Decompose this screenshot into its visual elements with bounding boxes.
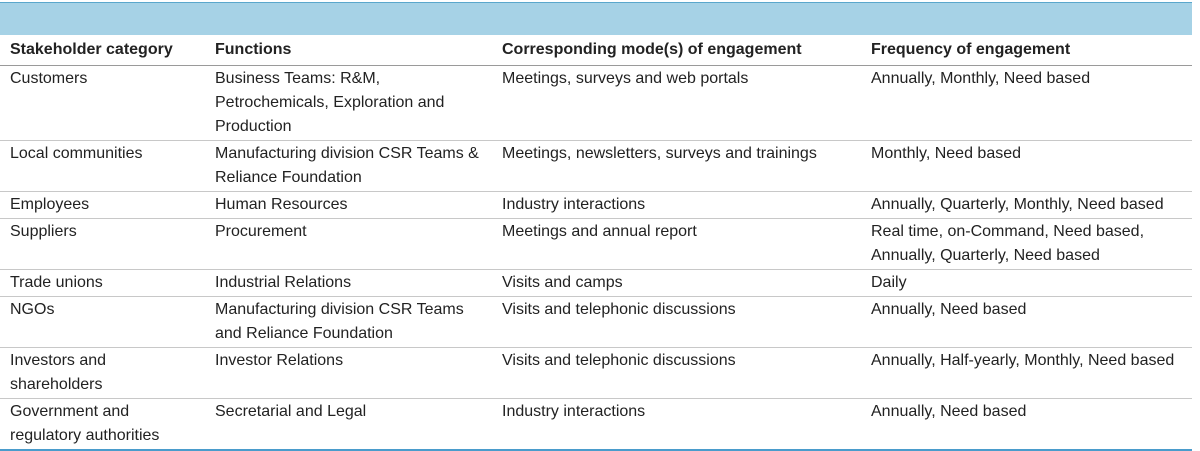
column-header: Functions	[205, 35, 492, 66]
table-row: Government and regulatory authorities Sec…	[0, 398, 1192, 451]
table-cell: Local communities	[0, 140, 205, 192]
table-body: Customers Business Teams: R&M, Petrochemi…	[0, 65, 1192, 451]
table-cell: Meetings, surveys and web portals	[492, 65, 861, 141]
table-cell: Trade unions	[0, 269, 205, 297]
table-cell: Suppliers	[0, 218, 205, 270]
table-cell: Industry interactions	[492, 191, 861, 219]
table-cell: Business Teams: R&M, Petrochemicals, Exp…	[205, 65, 492, 141]
table-cell: Meetings, newsletters, surveys and train…	[492, 140, 861, 192]
table-cell: Visits and telephonic discussions	[492, 347, 861, 399]
table-cell: Employees	[0, 191, 205, 219]
header-row: Stakeholder category Functions Correspondi…	[0, 35, 1192, 66]
table-row: Suppliers Procurement Meetings and annual …	[0, 218, 1192, 270]
header-band	[0, 2, 1192, 35]
table-cell: Customers	[0, 65, 205, 141]
table-cell: NGOs	[0, 296, 205, 348]
table-cell: Visits and telephonic discussions	[492, 296, 861, 348]
table-cell: Government and regulatory authorities	[0, 398, 205, 451]
table-cell: Manufacturing division CSR Teams and Rel…	[205, 296, 492, 348]
table-row: Customers Business Teams: R&M, Petrochemi…	[0, 65, 1192, 141]
table-cell: Industrial Relations	[205, 269, 492, 297]
stakeholder-table: Stakeholder category Functions Correspondi…	[0, 35, 1192, 451]
table-cell: Secretarial and Legal	[205, 398, 492, 451]
table-cell: Annually, Need based	[861, 398, 1192, 451]
table-row: Investors and shareholders Investor Relat…	[0, 347, 1192, 399]
table-row: Trade unions Industrial Relations Visits a…	[0, 269, 1192, 297]
table-cell: Annually, Monthly, Need based	[861, 65, 1192, 141]
table-cell: Industry interactions	[492, 398, 861, 451]
table-cell: Investors and shareholders	[0, 347, 205, 399]
table-cell: Daily	[861, 269, 1192, 297]
table-cell: Visits and camps	[492, 269, 861, 297]
table-cell: Monthly, Need based	[861, 140, 1192, 192]
table-cell: Annually, Need based	[861, 296, 1192, 348]
table-cell: Investor Relations	[205, 347, 492, 399]
table-cell: Human Resources	[205, 191, 492, 219]
column-header: Frequency of engagement	[861, 35, 1192, 66]
column-header: Stakeholder category	[0, 35, 205, 66]
table-cell: Annually, Half-yearly, Monthly, Need bas…	[861, 347, 1192, 399]
table-cell: Manufacturing division CSR Teams & Relia…	[205, 140, 492, 192]
table-row: NGOs Manufacturing division CSR Teams and…	[0, 296, 1192, 348]
table-cell: Real time, on-Command, Need based, Annua…	[861, 218, 1192, 270]
column-header: Corresponding mode(s) of engagement	[492, 35, 861, 66]
table-cell: Annually, Quarterly, Monthly, Need based	[861, 191, 1192, 219]
table-cell: Procurement	[205, 218, 492, 270]
table-row: Employees Human Resources Industry interac…	[0, 191, 1192, 219]
table-row: Local communities Manufacturing division …	[0, 140, 1192, 192]
table-cell: Meetings and annual report	[492, 218, 861, 270]
